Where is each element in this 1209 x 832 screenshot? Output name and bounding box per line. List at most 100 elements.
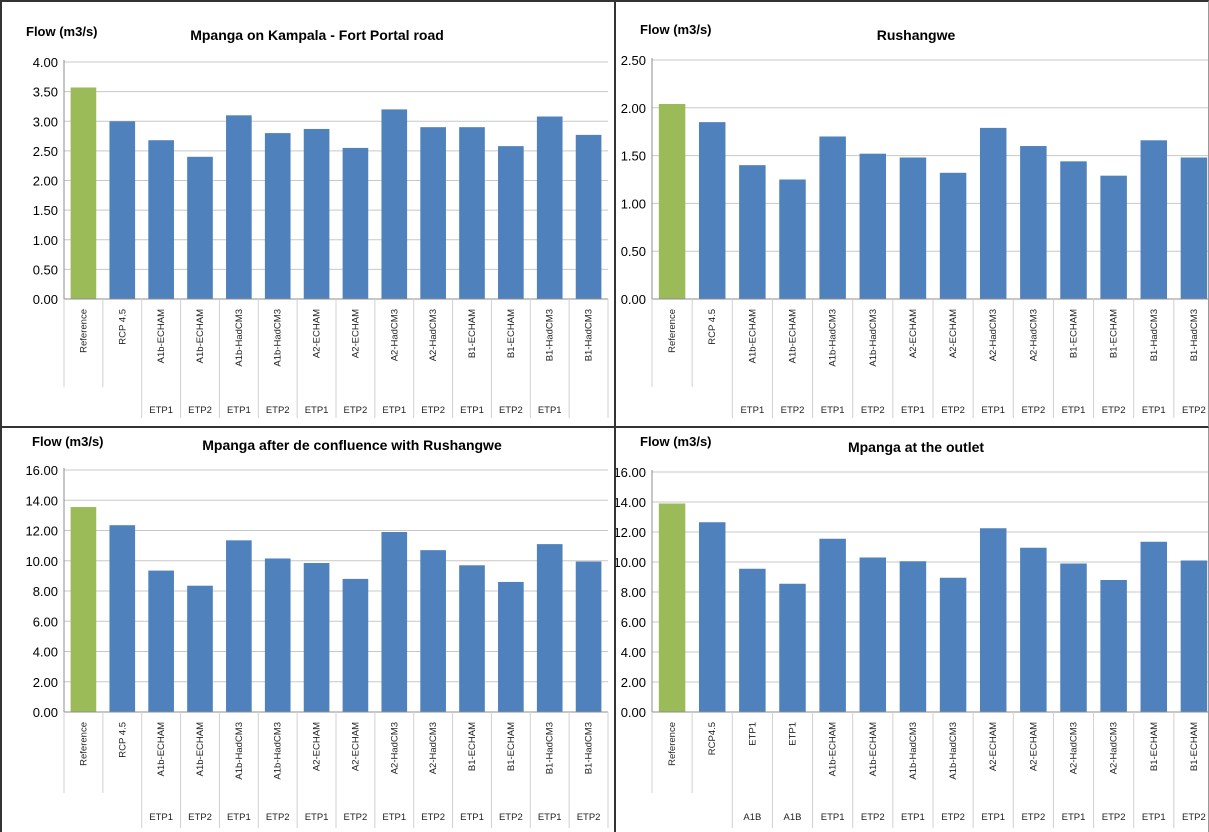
chart-panel-rushangwe: Flow (m3/s) Rushangwe 0.00 0.50 1.00 1.50 2.00…	[616, 0, 1209, 428]
x-tick-label: A1b-HadCM3	[234, 722, 245, 780]
x-tick-label: Reference	[667, 309, 678, 353]
group-label: ETP2	[188, 812, 212, 823]
group-label: ETP2	[1102, 405, 1126, 416]
x-tick-label: A2-ECHAM	[948, 309, 959, 358]
bar-reference	[658, 103, 686, 299]
bar-scenario	[420, 127, 446, 299]
x-tick-label: B1-ECHAM	[506, 309, 517, 358]
bar-scenario	[819, 136, 846, 299]
group-label: ETP2	[188, 405, 212, 416]
bar-reference	[658, 503, 686, 712]
x-tick-label: RCP 4.5	[117, 722, 128, 758]
x-tick-label: Reference	[78, 722, 89, 766]
group-label: ETP2	[941, 812, 965, 823]
y-tick-label: 6.00	[621, 615, 646, 630]
x-tick-label: B1-ECHAM	[1189, 722, 1200, 771]
x-tick-label: A2-ECHAM	[312, 722, 323, 771]
x-tick-label: A1b-HadCM3	[273, 722, 284, 780]
chart-title: Mpanga after de confluence with Rushangw…	[202, 437, 502, 453]
x-tick-label: A2-HadCM3	[1109, 722, 1120, 774]
y-tick-label: 4.00	[33, 55, 58, 70]
group-label: ETP1	[305, 405, 329, 416]
bar-scenario	[459, 127, 485, 299]
y-tick-label: 8.00	[621, 585, 646, 600]
bar-scenario	[1020, 146, 1047, 299]
bar-reference	[70, 507, 97, 712]
y-tick-label: 14.00	[25, 493, 58, 508]
x-tick-label: B1-HadCM3	[545, 309, 556, 361]
x-tick-label: RCP4.5	[707, 722, 718, 755]
bar-scenario	[698, 122, 726, 299]
chart-panel-mpanga-outlet: Flow (m3/s) Mpanga at the outlet 0.00 2.00 4…	[616, 428, 1209, 832]
bar-scenario	[498, 581, 524, 712]
y-tick-label: 2.00	[33, 174, 58, 189]
bar-scenario	[226, 540, 252, 712]
bar-scenario	[899, 561, 927, 712]
chart-rushangwe: Flow (m3/s) Rushangwe 0.00 0.50 1.00 1.50 2.00…	[621, 22, 1208, 418]
x-tick-label: B1-ECHAM	[1069, 309, 1080, 358]
y-tick-label: 4.00	[33, 645, 58, 660]
group-label: ETP2	[344, 812, 368, 823]
group-label: ETP2	[861, 812, 885, 823]
group-label: ETP2	[499, 405, 523, 416]
x-tick-label: B1-ECHAM	[506, 722, 517, 771]
x-tick-label: B1-HadCM3	[1189, 309, 1200, 361]
bar-scenario	[148, 140, 174, 299]
chart-panel-mpanga-confluence: Flow (m3/s) Mpanga after de confluence wi…	[0, 428, 616, 832]
bar-scenario	[939, 172, 967, 299]
y-tick-label: 6.00	[33, 614, 58, 629]
group-label: ETP1	[1142, 812, 1166, 823]
y-tick-label: 10.00	[25, 554, 58, 569]
y-tick-label: 16.00	[25, 463, 58, 478]
x-tick-label: A2-HadCM3	[1028, 309, 1039, 361]
chart-mpanga-outlet: Flow (m3/s) Mpanga at the outlet 0.00 2.00 4…	[616, 434, 1208, 828]
bar-scenario	[459, 565, 485, 712]
x-tick-label: A1b-ECHAM	[788, 309, 799, 363]
x-tick-label: RCP 4.5	[117, 309, 128, 345]
x-tick-label: A2-ECHAM	[1028, 722, 1039, 771]
bar-scenario	[1100, 580, 1127, 712]
y-tick-label: 2.00	[621, 675, 646, 690]
group-label: ETP1	[981, 812, 1005, 823]
bar-scenario	[899, 157, 927, 299]
group-label: ETP1	[149, 405, 173, 416]
x-tick-label: A1b-ECHAM	[747, 309, 758, 363]
x-tick-label: Reference	[667, 722, 678, 766]
bar-scenario	[859, 557, 887, 712]
x-tick-label: A1b-ECHAM	[868, 722, 879, 776]
group-label: ETP2	[1182, 812, 1206, 823]
x-tick-label: ETP1	[747, 722, 758, 746]
y-tick-label: 2.00	[33, 675, 58, 690]
x-tick-label: A1b-ECHAM	[195, 722, 206, 776]
y-tick-label: 14.00	[616, 495, 646, 510]
x-tick-label: A1b-ECHAM	[156, 722, 167, 776]
y-tick-label: 1.50	[33, 203, 58, 218]
y-tick-label: 3.50	[33, 85, 58, 100]
bar-scenario	[342, 578, 369, 712]
x-tick-label: B1-HadCM3	[584, 722, 595, 774]
group-label: ETP1	[538, 812, 562, 823]
bar-scenario	[979, 127, 1007, 299]
bar-scenario	[148, 570, 174, 712]
x-tick-label: B1-HadCM3	[1149, 309, 1160, 361]
group-label: ETP2	[1102, 812, 1126, 823]
bar-scenario	[1180, 157, 1208, 299]
group-label: ETP2	[1021, 812, 1045, 823]
y-axis-label: Flow (m3/s)	[640, 434, 712, 449]
y-tick-label: 16.00	[616, 465, 646, 480]
bar-reference	[70, 87, 97, 299]
x-tick-label: B1-HadCM3	[584, 309, 595, 361]
chart-mpanga-confluence: Flow (m3/s) Mpanga after de confluence wi…	[25, 434, 609, 828]
x-tick-label: A1b-HadCM3	[234, 309, 245, 367]
bar-scenario	[1060, 161, 1087, 299]
bar-scenario	[303, 563, 330, 712]
x-tick-label: A2-ECHAM	[908, 309, 919, 358]
x-tick-label: A2-ECHAM	[988, 722, 999, 771]
bar-scenario	[575, 561, 602, 712]
chart-panel-mpanga-kampala: Flow (m3/s) Mpanga on Kampala - Fort Port…	[0, 0, 616, 428]
y-tick-label: 2.50	[33, 144, 58, 159]
bar-scenario	[859, 153, 887, 299]
group-label: ETP1	[1062, 812, 1086, 823]
group-label: ETP2	[1021, 405, 1045, 416]
y-tick-label: 12.00	[25, 524, 58, 539]
